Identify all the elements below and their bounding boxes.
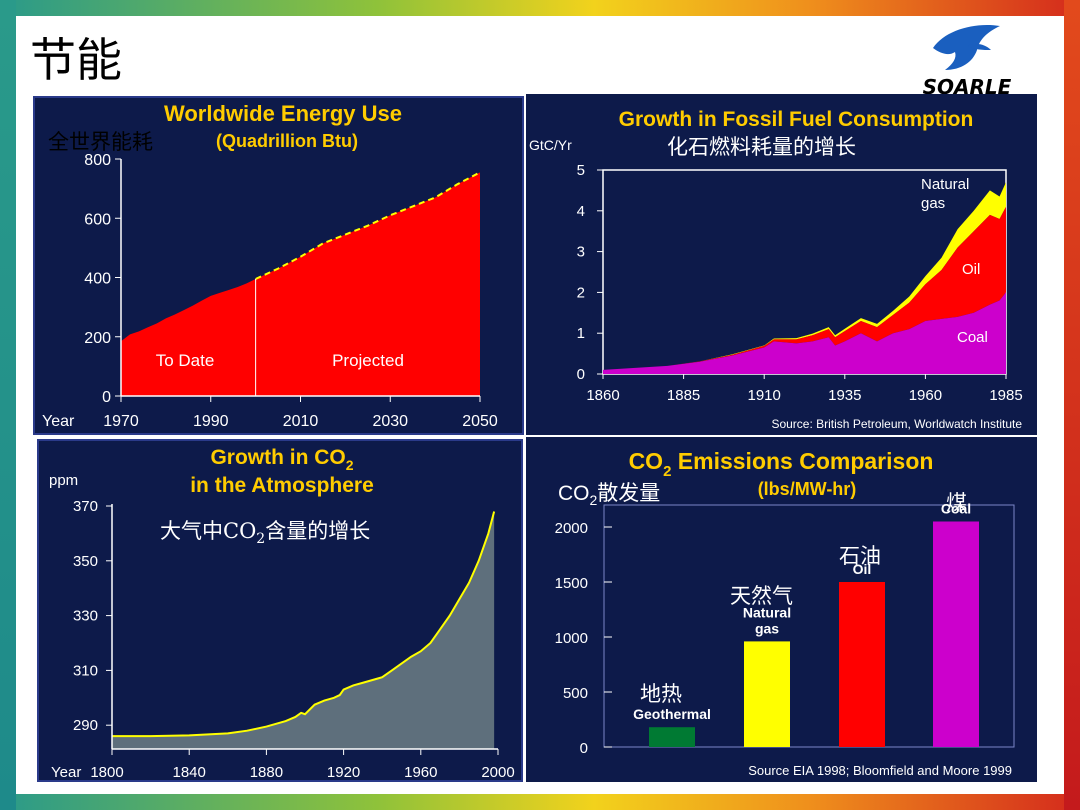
slide-title: 节能 [30, 33, 122, 87]
y-tick-label: 2 [577, 284, 585, 301]
region-label-to-date: To Date [156, 351, 215, 370]
x-tick-label: 1885 [667, 387, 700, 404]
x-tick-label: 1920 [327, 764, 360, 781]
y-tick-label: 0 [102, 389, 111, 406]
fossil-annotation-cn: 化石燃料耗量的增长 [667, 135, 856, 159]
y-axis-label: ppm [49, 472, 78, 489]
y-tick-label: 1500 [555, 575, 588, 592]
x-tick-label: 1860 [586, 387, 619, 404]
series-label-natural-gas: Natural [921, 176, 969, 193]
chart-subtitle: (lbs/MW-hr) [758, 479, 857, 499]
slide-border-left [0, 0, 16, 810]
y-tick-label: 3 [577, 244, 585, 261]
chart-title: CO2 Emissions Comparison [629, 448, 934, 480]
y-tick-label: 330 [73, 608, 98, 625]
x-tick-label: 1990 [193, 413, 229, 430]
chart-source: Source: British Petroleum, Worldwatch In… [771, 417, 1022, 431]
x-tick-label: 1800 [90, 764, 123, 781]
y-tick-label: 200 [84, 330, 111, 347]
x-tick-label: 1960 [404, 764, 437, 781]
x-axis-label: Year [42, 413, 75, 430]
x-tick-label: 1910 [748, 387, 781, 404]
energy-annotation-cn: 全世界能耗 [48, 130, 153, 154]
slide-border-bottom [0, 794, 1080, 810]
coal-band [603, 292, 1006, 374]
x-tick-label: 2050 [462, 413, 498, 430]
chart-source: Source EIA 1998; Bloomfield and Moore 19… [748, 763, 1012, 778]
energy-use-chart: Worldwide Energy Use (Quadrillion Btu) 0… [33, 96, 524, 435]
series-label-oil: Oil [962, 261, 980, 278]
y-tick-label: 310 [73, 662, 98, 679]
plot-frame [603, 504, 1015, 748]
chart-title-line2: in the Atmosphere [190, 474, 374, 497]
co2-area [112, 511, 495, 749]
co2-annotation-cn: 大气中CO2含量的增长 [160, 519, 371, 548]
bar-oil [839, 582, 885, 747]
series-label-coal: Coal [957, 329, 988, 346]
y-tick-label: 2000 [555, 520, 588, 537]
y-tick-label: 1 [577, 325, 585, 342]
y-tick-label: 0 [580, 740, 588, 757]
x-tick-label: 2030 [372, 413, 408, 430]
bar-coal [933, 521, 979, 747]
bird-logo-icon [933, 24, 1000, 71]
x-tick-label: 1985 [989, 387, 1022, 404]
y-tick-label: 500 [563, 685, 588, 702]
co2-line [112, 511, 496, 738]
chart-title: Growth in Fossil Fuel Consumption [619, 108, 974, 131]
emissions-annotation-cn: CO2散发量 [558, 481, 661, 509]
y-tick-label: 0 [577, 366, 585, 383]
co2-atmosphere-chart: Growth in CO2 in the Atmosphere ppm 290 3… [37, 439, 523, 782]
y-tick-label: 350 [73, 553, 98, 570]
gas-label-cn: 天然气 [730, 584, 793, 608]
y-tick-label: 4 [577, 203, 585, 220]
y-axis-label: GtC/Yr [529, 137, 572, 153]
x-axis-label: Year [51, 764, 81, 781]
bar-label: Geothermal [633, 706, 711, 722]
y-tick-label: 600 [84, 211, 111, 228]
x-tick-label: 1960 [909, 387, 942, 404]
logo-wordmark: SOARLE [923, 75, 1012, 98]
energy-area [121, 172, 480, 396]
x-tick-label: 2010 [283, 413, 319, 430]
bar-label: gas [755, 620, 779, 636]
y-tick-label: 5 [577, 162, 585, 179]
fossil-fuel-chart: Growth in Fossil Fuel Consumption GtC/Yr… [526, 94, 1037, 435]
y-tick-label: 370 [73, 498, 98, 515]
bar-geothermal [649, 727, 695, 747]
y-tick-label: 290 [73, 717, 98, 734]
x-tick-label: 1970 [103, 413, 139, 430]
bar-label: Coal [941, 501, 971, 517]
oil-label-cn: 石油 [839, 544, 881, 568]
x-tick-label: 2000 [481, 764, 514, 781]
chart-title-line1: Growth in CO2 [210, 446, 353, 473]
y-tick-label: 1000 [555, 630, 588, 647]
soarle-logo: SOARLE [923, 24, 1012, 98]
geothermal-label-cn: 地热 [640, 682, 682, 706]
x-tick-label: 1880 [250, 764, 283, 781]
natural-gas-band [603, 182, 1006, 370]
chart-subtitle: (Quadrillion Btu) [216, 131, 358, 151]
coal-label-cn: 煤 [946, 491, 967, 515]
y-tick-label: 800 [84, 152, 111, 169]
chart-title: Worldwide Energy Use [164, 101, 402, 126]
bar-label: Oil [853, 561, 872, 577]
x-tick-label: 1840 [173, 764, 206, 781]
projection-dashed-line [255, 171, 481, 280]
oil-band [603, 206, 1006, 370]
bar-natural-gas [744, 641, 790, 747]
bar-label: Natural [743, 604, 791, 620]
region-label-projected: Projected [332, 351, 404, 370]
x-tick-label: 1935 [828, 387, 861, 404]
series-label-natural-gas-2: gas [921, 195, 945, 212]
co2-emissions-chart: CO2 Emissions Comparison (lbs/MW-hr) 0 50… [526, 437, 1037, 782]
y-tick-label: 400 [84, 271, 111, 288]
slide-border-right [1064, 0, 1080, 810]
slide-border-top [0, 0, 1080, 16]
